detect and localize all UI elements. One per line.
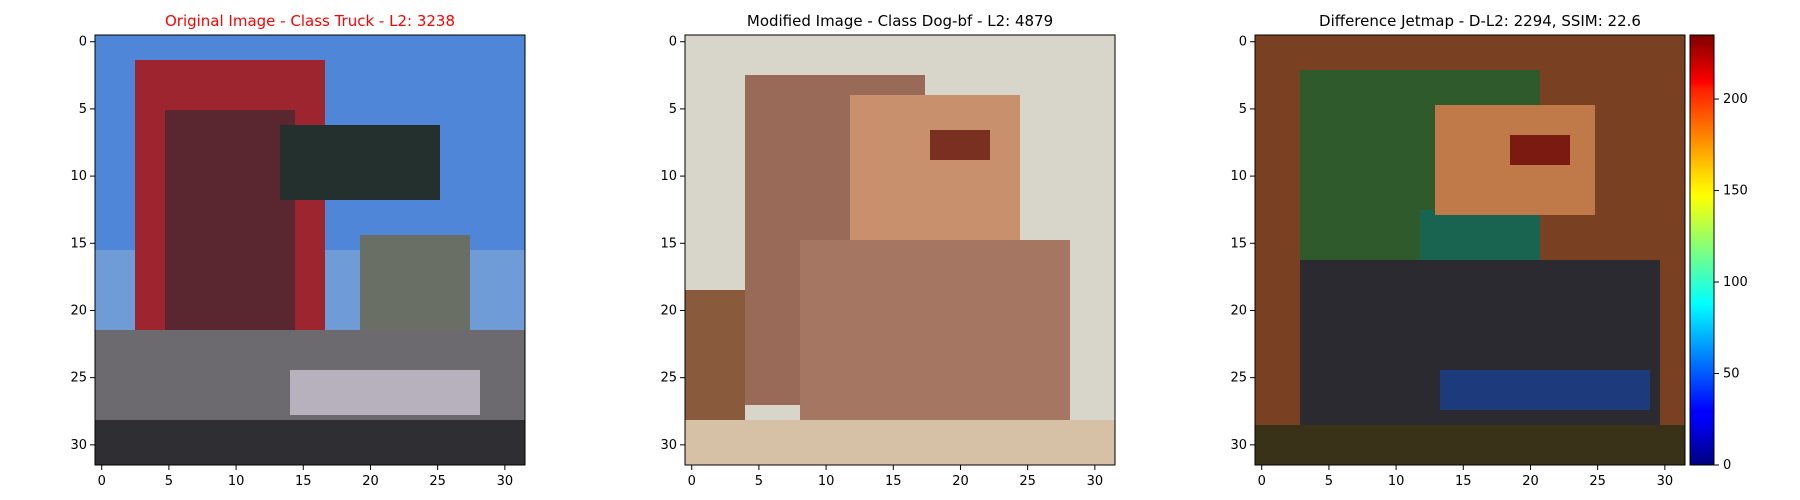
y-tick-label: 5 bbox=[1239, 102, 1247, 117]
x-tick-label: 20 bbox=[1522, 474, 1539, 489]
x-tick-label: 5 bbox=[755, 474, 763, 489]
axes-frame bbox=[1254, 34, 1686, 466]
panel-title: Modified Image - Class Dog-bf - L2: 4879 bbox=[747, 12, 1053, 30]
diff-red-eyes bbox=[1510, 135, 1570, 165]
x-tick-label: 10 bbox=[228, 474, 245, 489]
x-tick-label: 15 bbox=[295, 474, 312, 489]
dog-bottom bbox=[685, 420, 1115, 465]
y-tick-label: 15 bbox=[1230, 236, 1247, 251]
y-tick-label: 30 bbox=[1230, 438, 1247, 453]
axes-frame bbox=[684, 34, 1116, 466]
colorbar-tick-label: 50 bbox=[1723, 367, 1740, 382]
image-area bbox=[95, 35, 525, 465]
axes-frame bbox=[94, 34, 526, 466]
truck-shadow bbox=[95, 420, 525, 465]
x-tick-label: 15 bbox=[1455, 474, 1472, 489]
y-tick-label: 25 bbox=[660, 371, 677, 386]
x-tick-label: 5 bbox=[1325, 474, 1333, 489]
panel-difference: Difference Jetmap - D-L2: 2294, SSIM: 22… bbox=[1230, 12, 1747, 489]
panel-modified: Modified Image - Class Dog-bf - L2: 4879… bbox=[660, 12, 1116, 489]
image-area bbox=[1255, 35, 1685, 465]
dog-left-edge bbox=[685, 290, 745, 430]
colorbar: 0 50 100 150 200 bbox=[1689, 34, 1748, 473]
colorbar-tick-label: 200 bbox=[1723, 92, 1748, 107]
x-tick-label: 25 bbox=[1589, 474, 1606, 489]
x-tick-label: 0 bbox=[98, 474, 106, 489]
y-tick-label: 0 bbox=[1239, 35, 1247, 50]
x-tick-label: 10 bbox=[818, 474, 835, 489]
panel-title: Original Image - Class Truck - L2: 3238 bbox=[165, 12, 455, 30]
x-axis: 0 5 10 15 20 25 30 bbox=[688, 465, 1104, 489]
diff-bottom bbox=[1255, 425, 1685, 465]
dog-body bbox=[800, 240, 1070, 420]
y-tick-label: 15 bbox=[660, 236, 677, 251]
image-area bbox=[685, 35, 1115, 465]
x-tick-label: 15 bbox=[885, 474, 902, 489]
diff-blue-band bbox=[1440, 370, 1650, 410]
y-axis: 0 5 10 15 20 25 30 bbox=[70, 35, 95, 453]
x-axis: 0 5 10 15 20 25 30 bbox=[98, 465, 514, 489]
y-tick-label: 25 bbox=[1230, 371, 1247, 386]
x-tick-label: 20 bbox=[952, 474, 969, 489]
y-tick-label: 10 bbox=[70, 169, 87, 184]
truck-windshield bbox=[280, 125, 440, 200]
y-tick-label: 0 bbox=[669, 35, 677, 50]
y-axis: 0 5 10 15 20 25 30 bbox=[1230, 35, 1255, 453]
y-tick-label: 30 bbox=[70, 438, 87, 453]
colorbar-tick-label: 100 bbox=[1723, 275, 1748, 290]
x-tick-label: 0 bbox=[1258, 474, 1266, 489]
truck-cab-dark bbox=[165, 110, 295, 340]
y-tick-label: 20 bbox=[1230, 303, 1247, 318]
y-tick-label: 20 bbox=[70, 303, 87, 318]
y-tick-label: 10 bbox=[660, 169, 677, 184]
dog-eyes bbox=[930, 130, 990, 160]
colorbar-gradient bbox=[1689, 34, 1715, 466]
y-tick-label: 20 bbox=[660, 303, 677, 318]
panel-title: Difference Jetmap - D-L2: 2294, SSIM: 22… bbox=[1319, 12, 1641, 30]
panel-original: Original Image - Class Truck - L2: 3238 … bbox=[70, 12, 526, 489]
truck-bumper bbox=[290, 370, 480, 415]
y-axis: 0 5 10 15 20 25 30 bbox=[660, 35, 685, 453]
y-tick-label: 10 bbox=[1230, 169, 1247, 184]
dog-face bbox=[850, 95, 1020, 245]
diff-dark-body bbox=[1300, 260, 1660, 440]
x-tick-label: 30 bbox=[497, 474, 514, 489]
x-tick-label: 20 bbox=[362, 474, 379, 489]
y-tick-label: 15 bbox=[70, 236, 87, 251]
colorbar-tick-label: 150 bbox=[1723, 184, 1748, 199]
x-tick-label: 30 bbox=[1087, 474, 1104, 489]
colorbar-ticks: 0 50 100 150 200 bbox=[1714, 92, 1748, 473]
x-tick-label: 10 bbox=[1388, 474, 1405, 489]
x-tick-label: 25 bbox=[429, 474, 446, 489]
y-tick-label: 0 bbox=[79, 35, 87, 50]
x-axis: 0 5 10 15 20 25 30 bbox=[1258, 465, 1674, 489]
colorbar-tick-label: 0 bbox=[1723, 458, 1731, 473]
x-tick-label: 5 bbox=[165, 474, 173, 489]
y-tick-label: 5 bbox=[79, 102, 87, 117]
y-tick-label: 25 bbox=[70, 371, 87, 386]
y-tick-label: 30 bbox=[660, 438, 677, 453]
x-tick-label: 0 bbox=[688, 474, 696, 489]
y-tick-label: 5 bbox=[669, 102, 677, 117]
x-tick-label: 25 bbox=[1019, 474, 1036, 489]
x-tick-label: 30 bbox=[1657, 474, 1674, 489]
